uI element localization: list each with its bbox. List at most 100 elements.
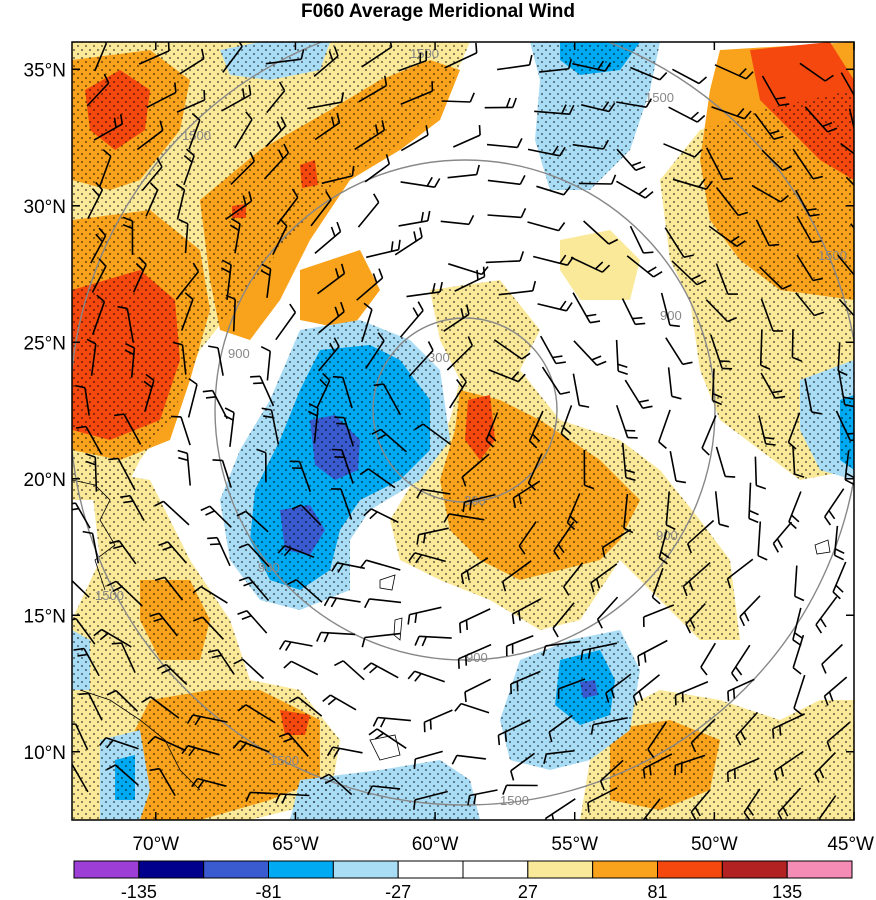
barb-staff: [545, 798, 576, 820]
barb-flag: [694, 806, 701, 817]
barb-flag: [773, 770, 778, 781]
barb-staff: [98, 155, 112, 188]
barb-flag: [658, 557, 668, 565]
barb-flag: [475, 42, 478, 53]
barb-flag: [552, 145, 559, 155]
barb-flag: [316, 632, 322, 642]
barb-flag: [334, 268, 340, 279]
range-ring-900: [214, 159, 716, 661]
barb-staff: [464, 493, 496, 503]
barb-flag: [178, 456, 189, 462]
barb-staff: [488, 368, 519, 383]
barb-flag: [191, 112, 201, 121]
barb-staff: [424, 709, 453, 723]
barb-staff: [748, 482, 752, 519]
barb-flag: [757, 554, 768, 561]
barb-flag: [291, 504, 302, 510]
barb-flag: [701, 447, 710, 456]
barb-staff: [372, 785, 401, 790]
barb-flag: [207, 536, 218, 540]
barb-flag: [374, 732, 384, 740]
barb-flag: [685, 623, 692, 634]
barb-flag: [91, 188, 100, 197]
barb-flag: [283, 737, 294, 743]
barb-flag: [461, 476, 467, 487]
barb-flag: [832, 591, 841, 600]
barb-flag: [416, 534, 420, 545]
barb-flag: [420, 211, 424, 223]
barb-flag: [109, 539, 120, 545]
barb-staff: [792, 607, 802, 640]
lat-tick-label: 25°N: [24, 333, 66, 354]
barb-flag: [96, 294, 105, 303]
barb-flag: [413, 799, 416, 810]
barb-flag: [207, 649, 219, 653]
barb-staff: [487, 214, 522, 219]
barb-flag: [696, 114, 706, 123]
barb-staff: [553, 521, 575, 552]
barb-flag: [617, 363, 628, 369]
barb-flag: [594, 261, 604, 270]
barb-staff: [364, 163, 390, 183]
barb-staff: [760, 372, 776, 399]
barb-flag: [769, 130, 780, 135]
barb-staff: [229, 412, 235, 447]
barb-flag: [738, 68, 747, 77]
barb-flag: [794, 595, 805, 602]
barb-staff: [793, 674, 806, 709]
barb-staff: [487, 179, 521, 186]
barb-flag: [517, 373, 526, 383]
barb-flag: [113, 117, 117, 128]
barb-flag: [363, 508, 372, 517]
barb-staff: [117, 458, 136, 491]
barb-staff: [605, 673, 632, 694]
colorbar-label: -27: [385, 882, 411, 900]
barb-flag: [835, 584, 844, 593]
barb-flag: [756, 484, 767, 490]
significance-stipple: [72, 42, 854, 820]
barb-staff: [447, 173, 477, 179]
barb-flag: [323, 632, 330, 643]
barb-staff: [297, 696, 323, 717]
barb-flag: [587, 648, 592, 659]
barb-flag: [192, 586, 202, 594]
barb-flag: [379, 717, 386, 728]
barb-staff: [788, 491, 802, 523]
barb-staff: [835, 410, 851, 441]
barb-staff: [444, 52, 478, 69]
barb-flag: [363, 662, 372, 671]
barb-staff: [731, 644, 751, 674]
barb-staff: [180, 299, 194, 331]
colorbar-swatch: [527, 860, 594, 879]
barb-flag: [595, 578, 601, 589]
barb-staff: [665, 491, 670, 526]
barb-flag: [177, 449, 188, 455]
barb-flag: [815, 624, 823, 634]
barb-flag: [856, 97, 866, 99]
barb-flag: [230, 218, 241, 225]
barb-flag: [822, 122, 833, 128]
barb-staff: [279, 793, 310, 797]
barb-staff: [824, 488, 845, 518]
barb-staff: [145, 189, 159, 217]
barb-staff: [328, 773, 353, 796]
barb-staff: [643, 753, 673, 770]
barb-staff: [818, 795, 837, 820]
barb-flag: [413, 231, 417, 242]
barb-flag: [867, 194, 876, 198]
barb-flag: [138, 256, 147, 265]
barb-flag: [407, 670, 416, 680]
barb-flag: [644, 816, 649, 820]
barb-flag: [689, 619, 696, 629]
barb-staff: [314, 230, 342, 255]
barb-staff: [313, 55, 339, 78]
barb-flag: [415, 554, 423, 564]
barb-flag: [649, 765, 652, 776]
barb-flag: [233, 658, 244, 665]
barb-flag: [414, 423, 424, 431]
barb-flag: [72, 617, 77, 621]
barb-flag: [518, 494, 522, 505]
barb-flag: [476, 269, 479, 280]
barb-staff: [510, 670, 541, 685]
barb-flag: [224, 407, 235, 414]
